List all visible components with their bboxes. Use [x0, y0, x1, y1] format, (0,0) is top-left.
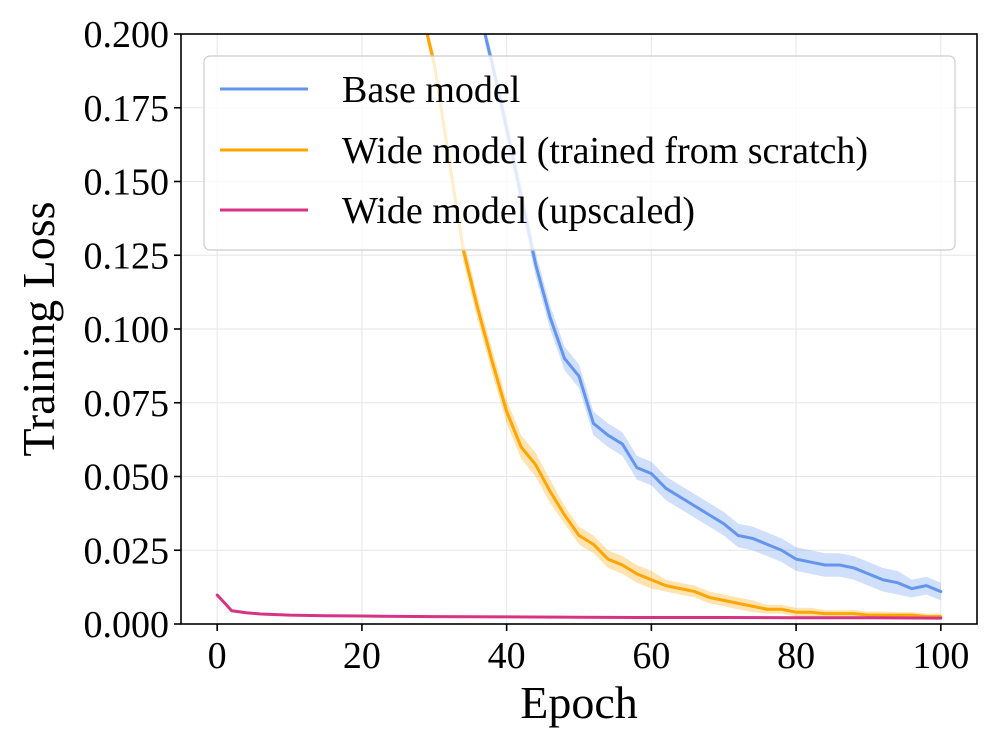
legend-label-wide-scratch: Wide model (trained from scratch): [342, 130, 868, 172]
x-axis-title: Epoch: [520, 677, 638, 728]
series-lines: [215, 34, 943, 620]
y-tick-label: 0.025: [84, 530, 170, 572]
y-axis-title: Training Loss: [13, 201, 64, 456]
legend: Base model Wide model (trained from scra…: [203, 55, 956, 251]
line-base-model: [483, 34, 943, 594]
line-wide-model-upscaled: [215, 593, 943, 620]
x-tick-label: 20: [343, 635, 381, 677]
legend-label-base-model: Base model: [342, 69, 520, 111]
y-tick-label: 0.125: [84, 235, 170, 277]
y-tick-label: 0.075: [84, 383, 170, 425]
x-tick-label: 40: [488, 635, 526, 677]
axis-ticks: [174, 33, 942, 631]
x-tick-label: 100: [912, 635, 969, 677]
y-tick-label: 0.100: [84, 309, 170, 351]
line-wide-model-trained-from-scratch: [425, 34, 943, 619]
x-tick-label: 80: [777, 635, 815, 677]
legend-box: [203, 55, 956, 251]
x-tick-label: 60: [632, 635, 670, 677]
y-tick-label: 0.175: [84, 88, 170, 130]
x-tick-labels: 0 20 40 60 80 100: [208, 635, 970, 677]
y-tick-labels: 0.000 0.025 0.050 0.075 0.100 0.125 0.150 0.175…: [84, 14, 170, 646]
y-tick-label: 0.150: [84, 162, 170, 204]
y-tick-label: 0.200: [84, 14, 170, 56]
y-tick-label: 0.000: [84, 604, 170, 646]
x-tick-label: 0: [208, 635, 227, 677]
y-tick-label: 0.050: [84, 457, 170, 499]
legend-label-wide-upscaled: Wide model (upscaled): [342, 190, 695, 232]
